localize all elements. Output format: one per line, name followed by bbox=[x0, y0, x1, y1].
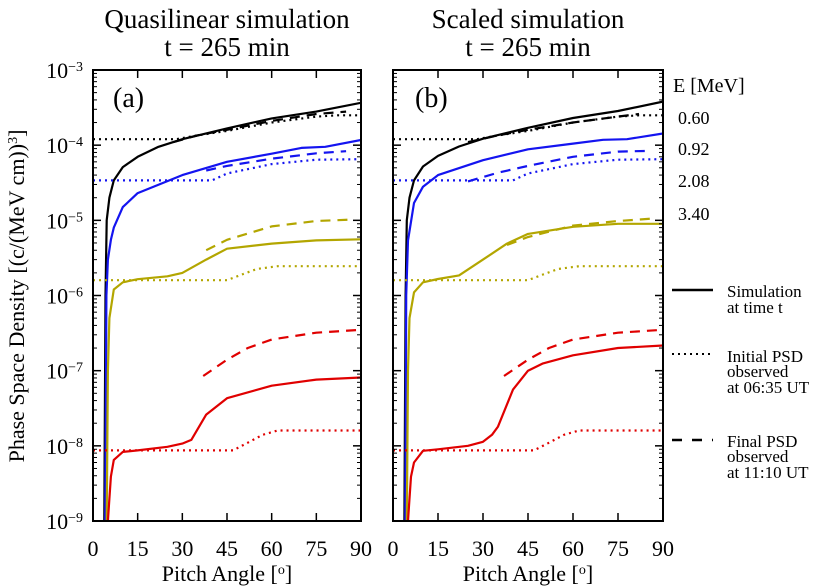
series-final-3.40 bbox=[503, 328, 663, 377]
title-a-line2: t = 265 min bbox=[164, 32, 290, 62]
legend-initial-2: observed bbox=[727, 362, 789, 381]
x-tick-label: 90 bbox=[350, 536, 372, 561]
x-tick-label: 15 bbox=[427, 536, 449, 561]
y-tick-label: 10−6 bbox=[46, 284, 83, 309]
legend-final-1: Final PSD bbox=[727, 432, 797, 451]
y-tick-label: 10−4 bbox=[46, 133, 83, 158]
panel-label-a: (a) bbox=[113, 83, 144, 114]
x-tick-label: 0 bbox=[388, 536, 399, 561]
x-tick-label: 45 bbox=[517, 536, 539, 561]
x-tick-label: 75 bbox=[607, 536, 629, 561]
series-final-2.08 bbox=[205, 218, 350, 252]
series-final-0.60 bbox=[173, 110, 347, 144]
legend-simulation-1: Simulation bbox=[727, 282, 802, 301]
title-b-line2: t = 265 min bbox=[465, 32, 591, 62]
legend-initial-3: at 06:35 UT bbox=[727, 378, 810, 397]
legend-energy-header: E [MeV] bbox=[673, 75, 745, 97]
y-axis-label: Phase Space Density [(c/(MeV cm))3] bbox=[4, 130, 29, 463]
y-tick-label: 10−5 bbox=[46, 208, 83, 233]
legend-initial-1: Initial PSD bbox=[727, 347, 803, 366]
legend-energy-3.40: 3.40 bbox=[678, 204, 710, 224]
legend-simulation-2: at time t bbox=[727, 298, 783, 317]
panel-label-b: (b) bbox=[415, 83, 448, 114]
legend-final-3: at 11:10 UT bbox=[727, 463, 809, 482]
series-simulation-3.40 bbox=[406, 344, 663, 521]
y-tick-label: 10−7 bbox=[46, 359, 83, 384]
x-tick-label: 30 bbox=[472, 536, 494, 561]
y-tick-label: 10−8 bbox=[46, 434, 83, 459]
plot-frame bbox=[92, 69, 362, 522]
x-tick-label: 60 bbox=[562, 536, 584, 561]
series-simulation-0.60 bbox=[403, 100, 663, 521]
legend-energy-0.60: 0.60 bbox=[678, 108, 710, 128]
plot-frame bbox=[392, 69, 664, 522]
series-simulation-0.92 bbox=[404, 132, 663, 521]
x-axis-label-a: Pitch Angle [o] bbox=[162, 561, 292, 586]
series-final-0.92 bbox=[205, 150, 347, 172]
series-simulation-3.40 bbox=[106, 376, 361, 521]
series-initial-2.08 bbox=[93, 265, 361, 282]
x-axis-label-b: Pitch Angle [o] bbox=[463, 561, 593, 586]
title-a-line1: Quasilinear simulation bbox=[104, 4, 350, 34]
legend-energy-0.92: 0.92 bbox=[678, 139, 710, 159]
x-tick-label: 60 bbox=[261, 536, 283, 561]
y-tick-label: 10−9 bbox=[46, 509, 83, 534]
series-simulation-0.92 bbox=[104, 138, 361, 521]
series-final-3.40 bbox=[202, 328, 361, 377]
series-simulation-0.60 bbox=[103, 101, 361, 521]
x-tick-label: 15 bbox=[127, 536, 149, 561]
legend-final-2: observed bbox=[727, 447, 789, 466]
x-tick-label: 0 bbox=[88, 536, 99, 561]
y-tick-label: 10−3 bbox=[46, 58, 83, 83]
x-tick-label: 45 bbox=[216, 536, 238, 561]
series-initial-0.92 bbox=[393, 158, 663, 182]
panel-b: 0 15 30 45 60 75 90 bbox=[388, 69, 674, 561]
series-simulation-2.08 bbox=[405, 222, 663, 521]
series-initial-3.40 bbox=[393, 429, 663, 452]
series-final-2.08 bbox=[506, 217, 652, 247]
series-simulation-2.08 bbox=[105, 238, 361, 521]
x-tick-label: 90 bbox=[652, 536, 674, 561]
legend: E [MeV] 0.60 0.92 2.08 3.40 Simulation a… bbox=[672, 75, 810, 482]
series-final-0.92 bbox=[467, 149, 649, 183]
series-initial-2.08 bbox=[393, 265, 663, 282]
x-tick-label: 75 bbox=[305, 536, 327, 561]
legend-energy-2.08: 2.08 bbox=[678, 171, 710, 191]
x-tick-label: 30 bbox=[171, 536, 193, 561]
series-final-0.60 bbox=[467, 112, 640, 144]
series-initial-0.60 bbox=[93, 114, 361, 141]
title-b-line1: Scaled simulation bbox=[432, 4, 625, 34]
series-initial-3.40 bbox=[93, 429, 361, 452]
panel-a: 0 15 30 45 60 75 90 10−3 10−4 10−5 10−6 10−7 10−8 10−… bbox=[46, 58, 372, 561]
